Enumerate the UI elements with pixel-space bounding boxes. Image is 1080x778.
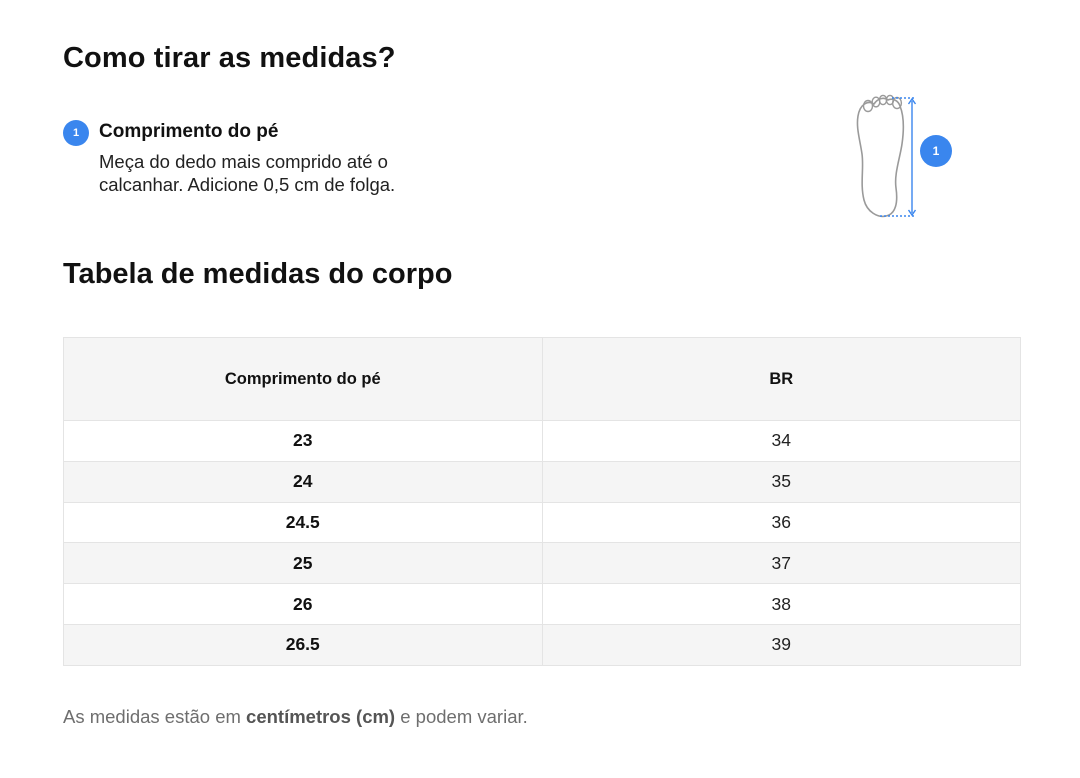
column-header-br: BR [541,337,1021,421]
cell-br-size: 37 [541,542,1021,585]
foot-outline-icon [848,92,958,222]
cell-br-size: 39 [541,623,1021,666]
cell-br-size: 38 [541,583,1021,625]
size-table-title: Tabela de medidas do corpo [63,258,453,290]
cell-br-size: 36 [541,501,1021,544]
units-note-suffix: e podem variar. [395,706,528,727]
step-description: Meça do dedo mais comprido até o calcanh… [99,151,396,195]
table-row: 24 35 [63,460,1021,503]
cell-foot-length: 26.5 [63,623,543,666]
cell-foot-length: 24.5 [63,501,543,544]
units-note: As medidas estão em centímetros (cm) e p… [63,706,528,728]
step-title: Comprimento do pé [99,121,279,142]
cell-foot-length: 23 [63,420,543,462]
table-row: 23 34 [63,420,1021,462]
cell-br-size: 34 [541,420,1021,462]
column-header-length: Comprimento do pé [63,337,543,421]
cell-foot-length: 26 [63,583,543,625]
cell-foot-length: 25 [63,542,543,585]
units-note-prefix: As medidas estão em [63,706,247,727]
size-table: Comprimento do pé BR 23 34 24 35 24.5 36… [63,337,1021,666]
illustration-number-badge: 1 [920,135,952,167]
table-row: 26 38 [63,583,1021,625]
cell-foot-length: 24 [63,460,543,503]
step-number-badge: 1 [63,120,89,146]
table-row: 25 37 [63,542,1021,585]
units-note-emphasis: centímetros (cm) [246,706,396,727]
table-row: 26.5 39 [63,623,1021,666]
table-header-row: Comprimento do pé BR [63,337,1021,421]
cell-br-size: 35 [541,460,1021,503]
table-row: 24.5 36 [63,501,1021,544]
page-title: Como tirar as medidas? [63,42,396,74]
